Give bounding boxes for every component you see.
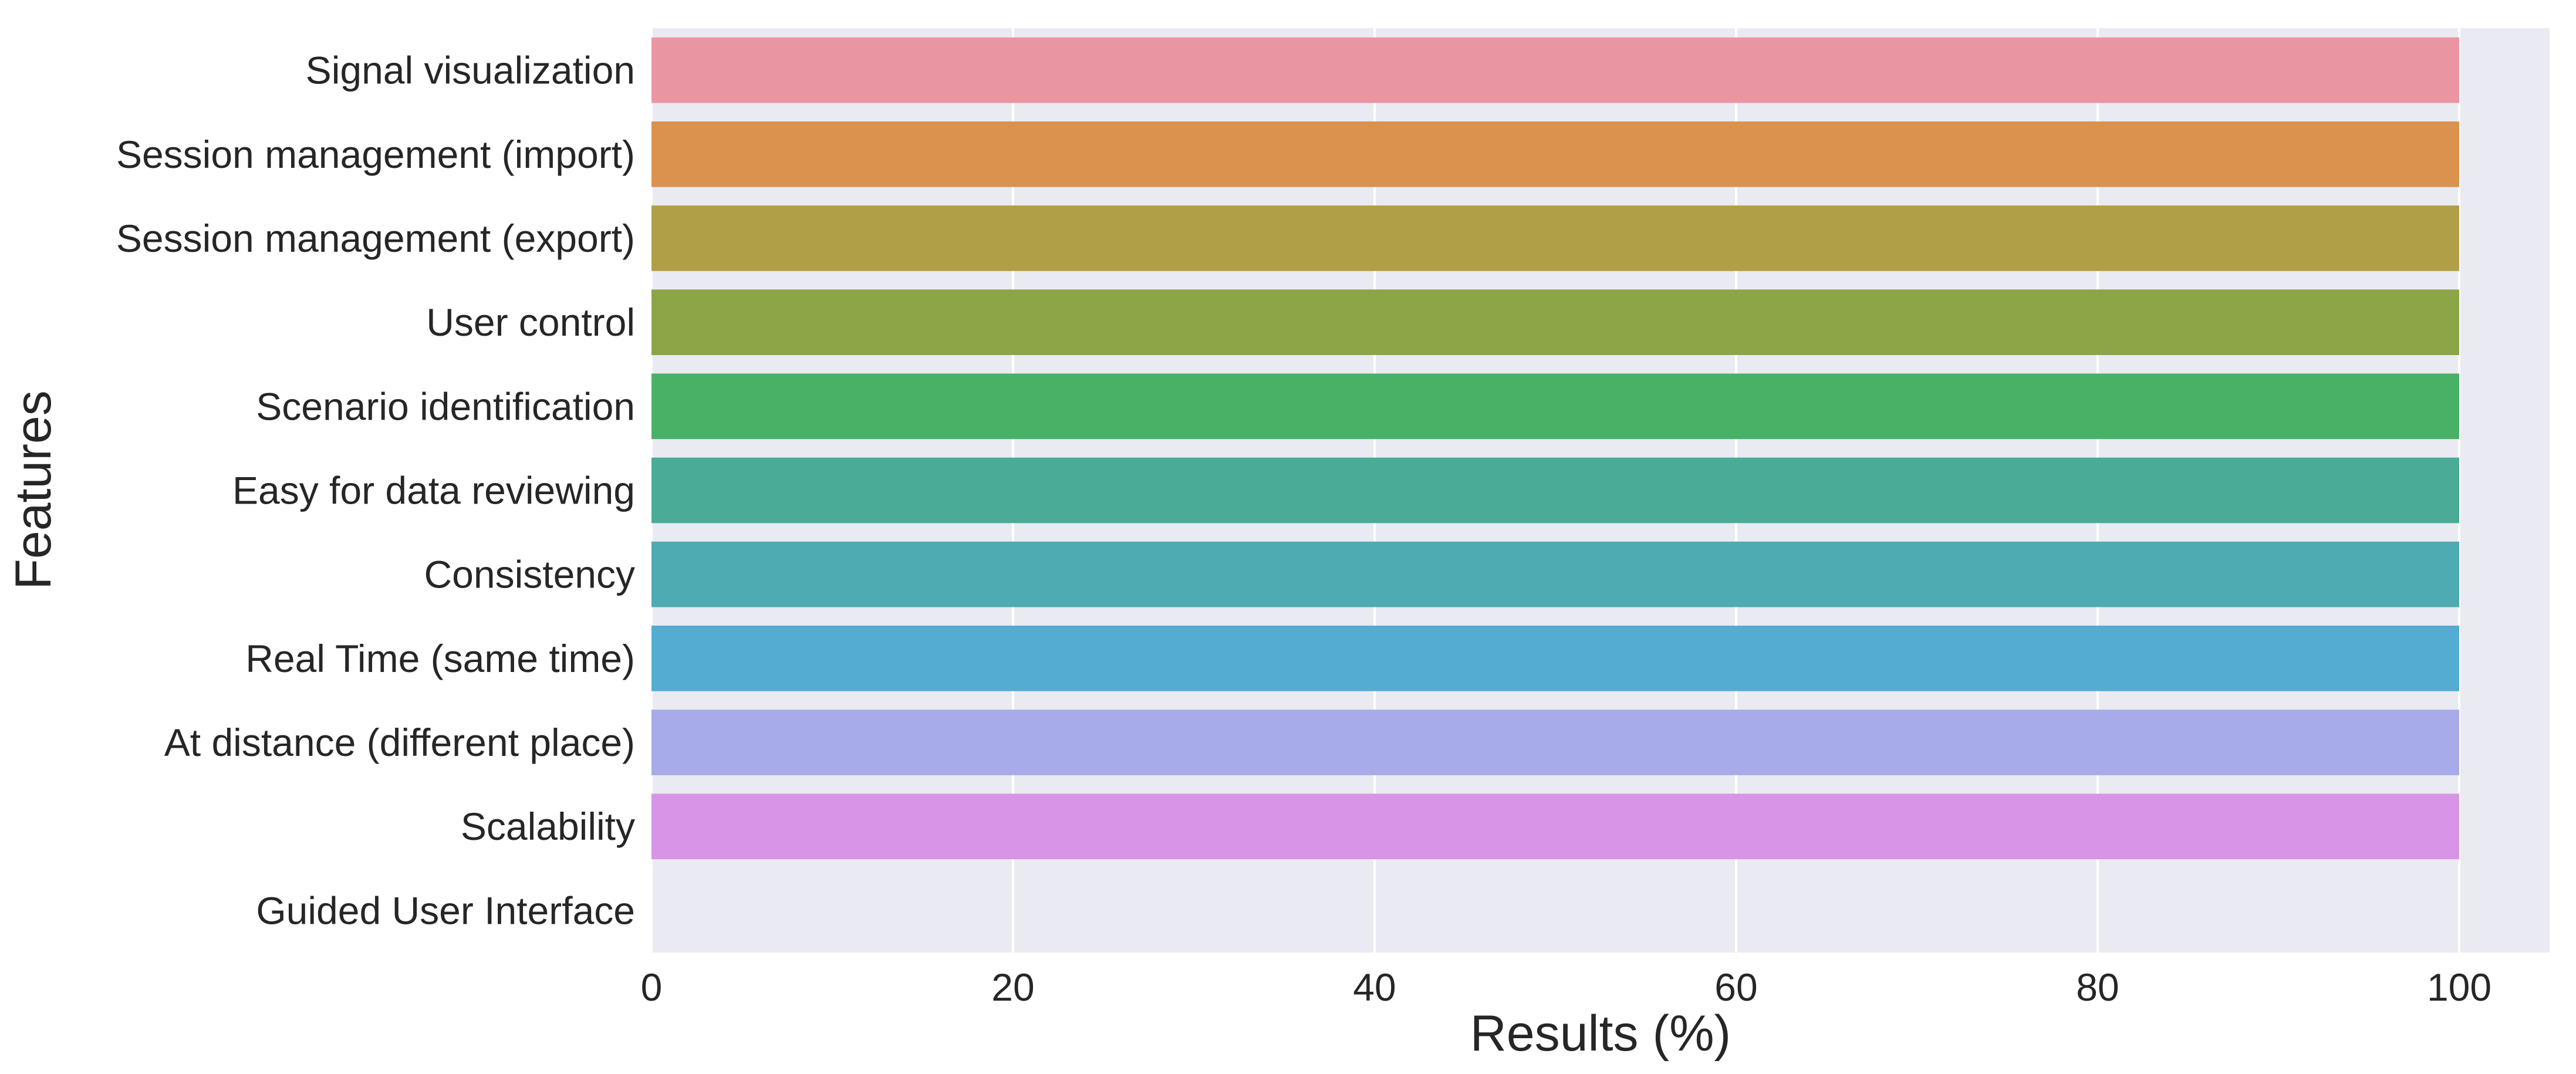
x-tick-label: 0 xyxy=(641,965,663,1009)
y-tick-labels: Signal visualization Session management (… xyxy=(116,49,635,933)
bar xyxy=(651,793,2459,860)
bar xyxy=(651,289,2459,355)
x-tick-label: 40 xyxy=(1353,965,1396,1009)
x-tick-label: 20 xyxy=(991,965,1034,1009)
y-tick-label: Scalability xyxy=(461,805,635,848)
y-tick-label: Guided User Interface xyxy=(256,889,635,932)
bar xyxy=(651,205,2459,271)
bar xyxy=(651,457,2459,524)
y-tick-label: Real Time (same time) xyxy=(245,637,635,680)
bar xyxy=(651,373,2459,440)
y-tick-label: Scenario identification xyxy=(256,384,635,428)
x-tick-label: 100 xyxy=(2427,965,2491,1009)
bar xyxy=(651,121,2459,187)
y-tick-label: Session management (import) xyxy=(116,133,635,176)
y-tick-label: Session management (export) xyxy=(116,217,635,260)
x-axis-label: Results (%) xyxy=(1470,1005,1731,1062)
bar xyxy=(651,710,2459,775)
bar xyxy=(651,541,2459,607)
y-tick-label: Signal visualization xyxy=(306,49,635,92)
bar xyxy=(651,37,2459,103)
y-tick-label: User control xyxy=(426,300,635,344)
y-tick-label: Consistency xyxy=(424,553,636,596)
y-tick-label: Easy for data reviewing xyxy=(232,469,635,512)
y-tick-label: At distance (different place) xyxy=(164,721,635,764)
y-axis-label: Features xyxy=(5,390,62,589)
x-tick-label: 60 xyxy=(1714,965,1757,1009)
x-tick-label: 80 xyxy=(2076,965,2119,1009)
bar xyxy=(651,626,2459,691)
x-tick-labels: 0 20 40 60 80 100 xyxy=(641,965,2491,1009)
bars xyxy=(651,37,2459,860)
